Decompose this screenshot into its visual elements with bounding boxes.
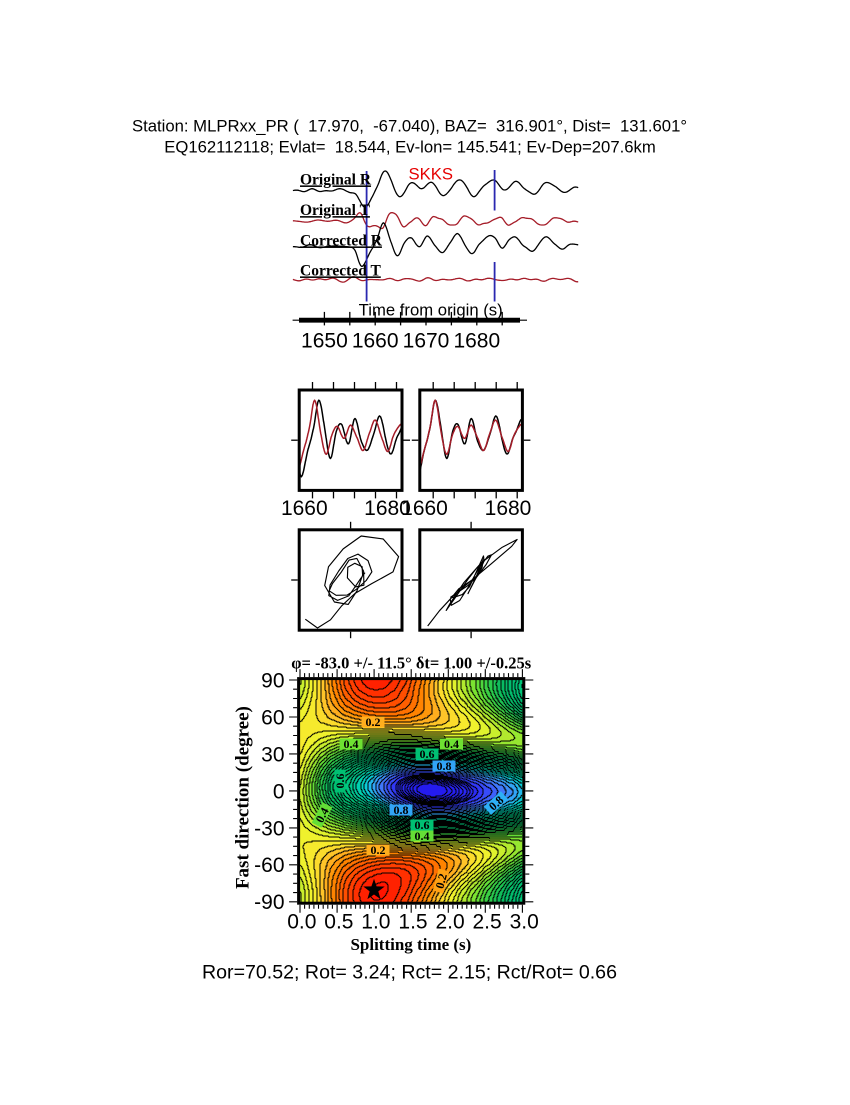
svg-text:1660: 1660 bbox=[352, 330, 399, 353]
svg-text:Original T: Original T bbox=[300, 202, 371, 219]
svg-text:Time from origin (s): Time from origin (s) bbox=[359, 301, 503, 320]
svg-text:Fast direction (degree): Fast direction (degree) bbox=[233, 706, 254, 889]
svg-text:-60: -60 bbox=[254, 854, 284, 877]
svg-text:Corrected R: Corrected R bbox=[300, 232, 383, 249]
svg-text:φ= -83.0 +/- 11.5° δt= 1.00 +/: φ= -83.0 +/- 11.5° δt= 1.00 +/-0.25s bbox=[291, 653, 532, 672]
svg-text:1.5: 1.5 bbox=[398, 911, 427, 934]
svg-text:0.4: 0.4 bbox=[344, 737, 359, 751]
svg-text:30: 30 bbox=[261, 743, 284, 766]
svg-text:EQ162112118; Evlat= 18.544, E: EQ162112118; Evlat= 18.544, Ev-lon= 145.… bbox=[164, 138, 656, 157]
svg-text:0: 0 bbox=[273, 780, 285, 803]
svg-text:0.6: 0.6 bbox=[420, 747, 435, 761]
svg-text:0.6: 0.6 bbox=[333, 774, 347, 789]
svg-text:Corrected T: Corrected T bbox=[300, 262, 381, 279]
svg-text:1.0: 1.0 bbox=[361, 911, 390, 934]
svg-text:SKKS: SKKS bbox=[409, 165, 454, 184]
svg-text:0.4: 0.4 bbox=[415, 829, 430, 843]
svg-text:1660: 1660 bbox=[401, 497, 448, 520]
svg-text:0.4: 0.4 bbox=[444, 737, 459, 751]
svg-text:Splitting time (s): Splitting time (s) bbox=[350, 935, 471, 954]
svg-text:0.4: 0.4 bbox=[312, 805, 331, 825]
svg-text:2.5: 2.5 bbox=[472, 911, 501, 934]
svg-text:Original R: Original R bbox=[300, 171, 372, 188]
svg-text:-30: -30 bbox=[254, 817, 284, 840]
svg-text:3.0: 3.0 bbox=[510, 911, 539, 934]
svg-text:2.0: 2.0 bbox=[435, 911, 464, 934]
svg-text:0.2: 0.2 bbox=[366, 715, 381, 729]
svg-text:0.5: 0.5 bbox=[324, 911, 353, 934]
svg-text:60: 60 bbox=[261, 706, 284, 729]
svg-text:Station: MLPRxx_PR ( 17.970,: Station: MLPRxx_PR ( 17.970, -67.040), B… bbox=[132, 117, 687, 136]
svg-text:1670: 1670 bbox=[403, 330, 450, 353]
svg-text:0.0: 0.0 bbox=[287, 911, 316, 934]
svg-text:1680: 1680 bbox=[485, 497, 532, 520]
svg-text:1680: 1680 bbox=[453, 330, 500, 353]
svg-text:0.8: 0.8 bbox=[394, 803, 409, 817]
svg-text:-90: -90 bbox=[254, 891, 284, 914]
svg-text:90: 90 bbox=[261, 669, 284, 692]
svg-text:1680: 1680 bbox=[364, 497, 411, 520]
svg-text:Ror=70.52; Rot= 3.24; Rct= 2.1: Ror=70.52; Rot= 3.24; Rct= 2.15; Rct/Rot… bbox=[202, 962, 617, 984]
svg-text:0.6: 0.6 bbox=[415, 818, 430, 832]
svg-text:1650: 1650 bbox=[301, 330, 348, 353]
svg-text:0.2: 0.2 bbox=[432, 872, 449, 890]
svg-text:0.8: 0.8 bbox=[437, 759, 452, 773]
svg-text:1660: 1660 bbox=[281, 497, 328, 520]
svg-text:0.2: 0.2 bbox=[371, 843, 386, 857]
